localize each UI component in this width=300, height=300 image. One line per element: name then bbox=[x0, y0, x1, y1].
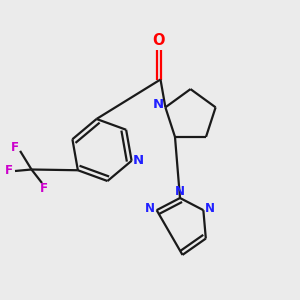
Text: N: N bbox=[205, 202, 215, 215]
Text: F: F bbox=[11, 141, 19, 154]
Text: F: F bbox=[4, 164, 12, 177]
Text: O: O bbox=[152, 33, 165, 48]
Text: N: N bbox=[175, 185, 185, 198]
Text: F: F bbox=[40, 182, 47, 196]
Text: N: N bbox=[145, 202, 155, 215]
Text: N: N bbox=[133, 154, 144, 167]
Text: N: N bbox=[153, 98, 164, 111]
